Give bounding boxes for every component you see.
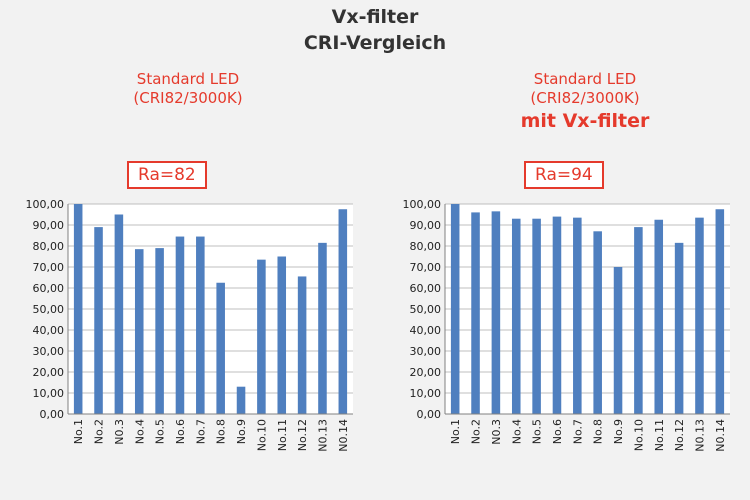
right-x-tick-label: No.2 — [470, 419, 483, 444]
right-x-tick-label: No.5 — [531, 419, 544, 444]
left-bar-7 — [196, 236, 205, 414]
right-x-tick-label: No.11 — [653, 419, 666, 451]
right-bar-2 — [471, 212, 480, 414]
left-x-tick-label: No.7 — [194, 419, 207, 444]
left-x-tick-label: No.11 — [276, 419, 289, 451]
left-x-tick-label: No.10 — [255, 419, 268, 451]
left-y-tick-label: 40,00 — [33, 324, 65, 337]
right-y-tick-label: 30,00 — [410, 345, 442, 358]
left-x-tick-label: No.9 — [235, 419, 248, 444]
left-x-tick-label: No.4 — [133, 419, 146, 444]
left-bar-9 — [236, 386, 246, 414]
right-y-tick-label: 10,00 — [410, 387, 442, 400]
right-x-tick-label: No.6 — [551, 419, 564, 444]
right-bar-4 — [511, 218, 521, 414]
right-bar-14 — [715, 209, 725, 414]
right-bar-7 — [573, 217, 582, 414]
left-y-tick-label: 80,00 — [33, 240, 65, 253]
left-bar-4 — [134, 249, 144, 414]
left-y-tick-label: 60,00 — [33, 282, 65, 295]
left-bar-1 — [73, 204, 83, 414]
right-x-tick-label: No.10 — [632, 419, 645, 451]
left-bar-3 — [114, 214, 124, 414]
right-y-tick-label: 60,00 — [410, 282, 442, 295]
left-bar-2 — [94, 227, 103, 414]
left-y-tick-label: 70,00 — [33, 261, 65, 274]
left-y-tick-label: 0,00 — [40, 408, 65, 421]
right-x-tick-label: N0.3 — [490, 419, 503, 445]
left-label-line1: Standard LED — [136, 70, 240, 88]
right-x-tick-label: No.4 — [510, 419, 523, 444]
right-x-tick-label: No.9 — [612, 419, 625, 444]
left-x-tick-label: N0.13 — [316, 419, 329, 452]
left-ra-badge: Ra=82 — [127, 161, 207, 189]
right-y-tick-label: 20,00 — [410, 366, 442, 379]
page-title: Vx-filter — [331, 6, 419, 28]
right-bar-3 — [491, 211, 501, 414]
page-subtitle: CRI-Vergleich — [303, 32, 447, 54]
right-y-tick-label: 70,00 — [410, 261, 442, 274]
left-bar-12 — [297, 276, 307, 414]
right-bar-10 — [634, 227, 643, 414]
left-y-tick-label: 10,00 — [33, 387, 65, 400]
left-bar-5 — [155, 248, 164, 414]
left-bar-6 — [175, 236, 185, 414]
right-y-tick-label: 90,00 — [410, 219, 442, 232]
left-x-tick-label: No.8 — [215, 419, 228, 444]
right-label-line2: (CRI82/3000K) — [530, 89, 640, 107]
left-x-tick-label: N0.14 — [337, 419, 350, 452]
right-ra-badge: Ra=94 — [524, 161, 604, 189]
left-bar-11 — [277, 256, 287, 414]
right-bar-11 — [654, 219, 664, 414]
right-bar-9 — [613, 267, 623, 414]
right-x-tick-label: No.12 — [673, 419, 686, 451]
right-bar-5 — [532, 218, 541, 414]
left-bar-8 — [216, 282, 225, 414]
left-x-tick-label: No.5 — [154, 419, 167, 444]
right-x-tick-label: No.8 — [592, 419, 605, 444]
right-x-tick-label: No.1 — [449, 419, 462, 444]
right-y-tick-label: 80,00 — [410, 240, 442, 253]
right-label-line1: Standard LED — [533, 70, 637, 88]
left-y-tick-label: 20,00 — [33, 366, 65, 379]
right-y-tick-label: 50,00 — [410, 303, 442, 316]
left-x-tick-label: No.2 — [93, 419, 106, 444]
right-bar-6 — [552, 216, 562, 414]
left-y-tick-label: 90,00 — [33, 219, 65, 232]
left-x-tick-label: No.12 — [296, 419, 309, 451]
left-bar-13 — [318, 242, 327, 414]
right-label-line3: mit Vx-filter — [520, 110, 650, 132]
left-y-tick-label: 30,00 — [33, 345, 65, 358]
left-x-tick-label: No.1 — [72, 419, 85, 444]
right-bar-13 — [695, 217, 704, 414]
left-y-tick-label: 100,00 — [26, 198, 65, 211]
left-y-tick-label: 50,00 — [33, 303, 65, 316]
right-y-tick-label: 40,00 — [410, 324, 442, 337]
right-x-tick-label: N0.13 — [693, 419, 706, 452]
right-bar-1 — [450, 204, 460, 414]
right-y-tick-label: 0,00 — [417, 408, 442, 421]
right-x-tick-label: No.7 — [571, 419, 584, 444]
right-y-tick-label: 100,00 — [403, 198, 442, 211]
left-x-tick-label: No.6 — [174, 419, 187, 444]
left-bar-14 — [338, 209, 348, 414]
right-bar-8 — [593, 231, 602, 414]
left-bar-10 — [257, 259, 266, 414]
left-x-tick-label: N0.3 — [113, 419, 126, 445]
left-label-line2: (CRI82/3000K) — [133, 89, 243, 107]
right-bar-12 — [674, 242, 684, 414]
right-x-tick-label: N0.14 — [714, 419, 727, 452]
